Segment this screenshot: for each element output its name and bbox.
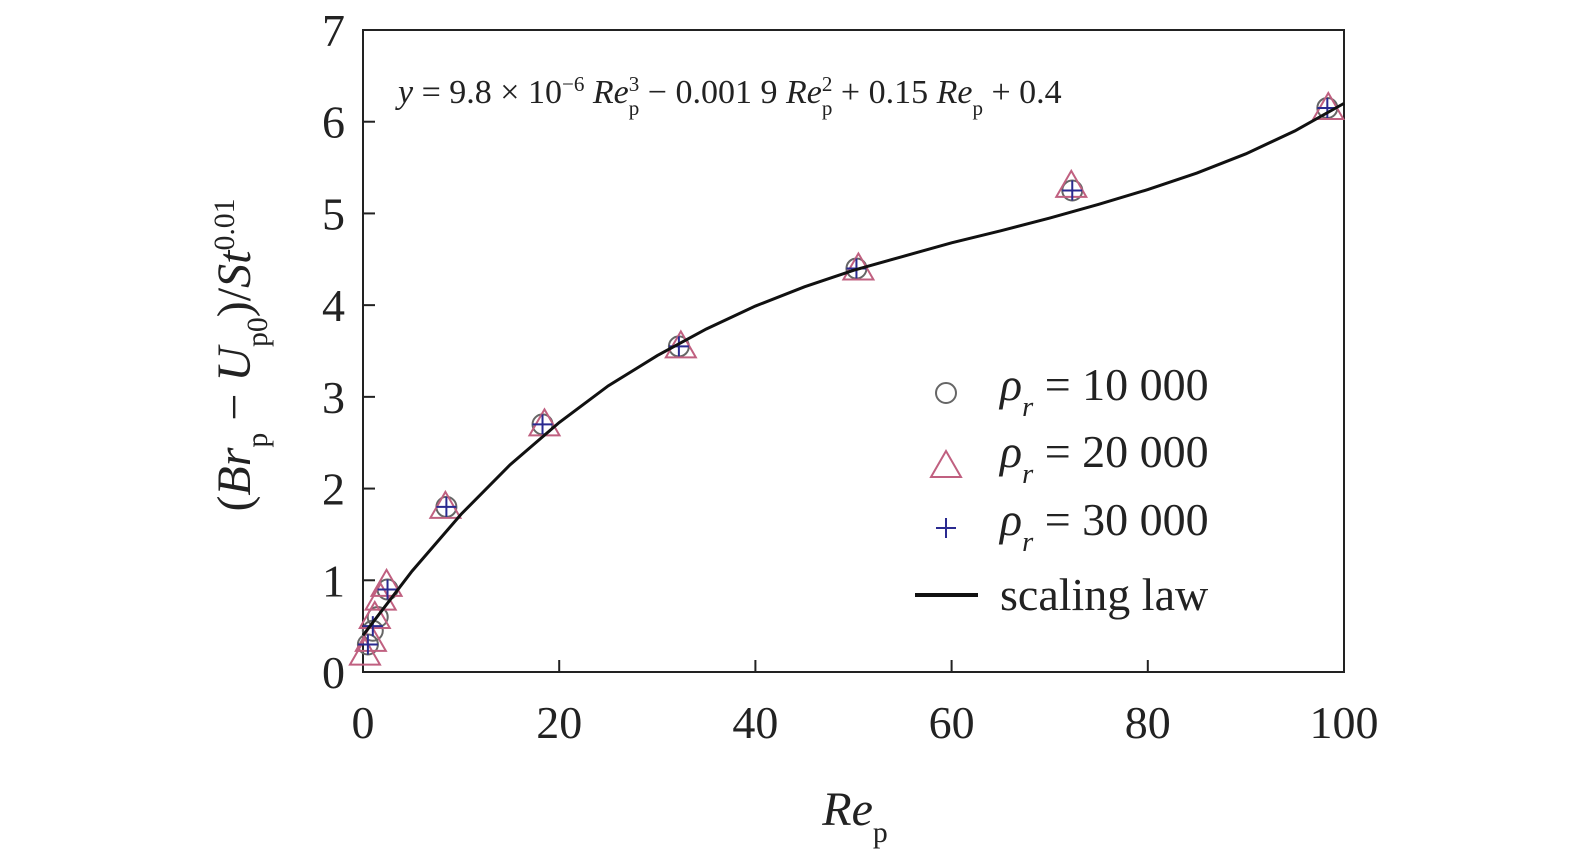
legend-label: ρr = 30 000	[998, 494, 1209, 558]
point	[377, 579, 398, 600]
legend-swatch	[935, 382, 957, 404]
point	[664, 329, 698, 359]
x-tick-label: 40	[732, 697, 778, 748]
point	[532, 414, 553, 435]
y-tick-label: 7	[322, 5, 345, 56]
x-axis-label: Rep	[821, 783, 888, 849]
x-tick-label: 60	[929, 697, 975, 748]
x-tick-label: 0	[352, 697, 375, 748]
legend-label-part: scaling law	[1000, 569, 1209, 620]
legend-label-part: ρ	[998, 426, 1022, 477]
legend-label: scaling law	[1000, 569, 1209, 620]
point	[527, 407, 562, 437]
x-tick-label: 100	[1310, 697, 1379, 748]
point	[1311, 90, 1346, 120]
legend-swatch	[936, 518, 956, 538]
legend-label-part: ρ	[998, 359, 1022, 410]
point	[358, 599, 392, 629]
legend-label-part: = 30 000	[1033, 494, 1208, 545]
fit-line	[361, 102, 1345, 637]
legend-label-part: = 20 000	[1033, 426, 1208, 477]
plot-frame	[362, 29, 1345, 673]
point	[362, 616, 383, 637]
legend-label-part: = 10 000	[1033, 359, 1208, 410]
x-tick-label: 20	[536, 697, 582, 748]
y-tick-label: 2	[322, 464, 345, 515]
point	[436, 496, 457, 517]
y-tick-label: 1	[322, 555, 345, 606]
legend-label: ρr = 20 000	[998, 426, 1209, 490]
legend-label: ρr = 10 000	[998, 359, 1209, 423]
point	[1062, 180, 1083, 201]
y-tick-label: 4	[322, 280, 345, 331]
y-tick-label: 6	[322, 97, 345, 148]
legend-label-part: ρ	[998, 494, 1022, 545]
legend-label-part: r	[1022, 392, 1034, 423]
legend-label-part: r	[1022, 527, 1034, 558]
y-tick-label: 0	[322, 647, 345, 698]
y-tick-label: 3	[322, 372, 345, 423]
y-tick-label: 5	[322, 188, 345, 239]
x-tick-label: 80	[1125, 697, 1171, 748]
point	[357, 634, 378, 655]
legend-label-part: r	[1022, 459, 1034, 490]
equation: y = 9.8 × 10−6 Re3 p − 0.001 9 Re2 p + 0.1…	[395, 72, 1062, 120]
legend-swatch	[929, 448, 963, 478]
y-axis-label: (Brp − Up0)/St0.01	[208, 198, 274, 511]
point	[354, 622, 388, 652]
point	[428, 489, 463, 519]
